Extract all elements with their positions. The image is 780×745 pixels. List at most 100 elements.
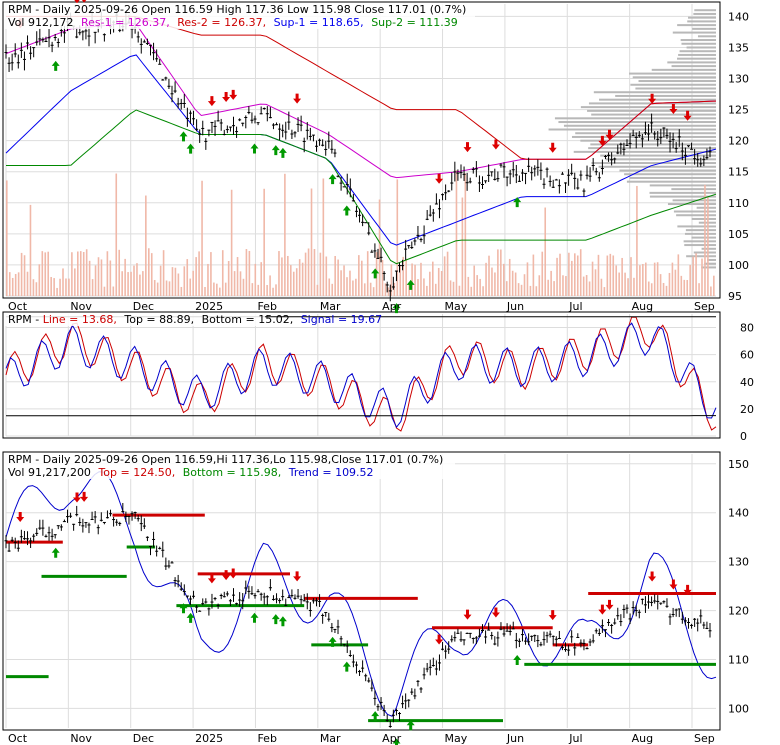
volume-bar (328, 278, 331, 296)
volume-profile-bar (599, 98, 716, 101)
volume-bar (372, 287, 375, 296)
volume-bar (32, 279, 35, 296)
volume-bar (79, 251, 82, 296)
volume-profile-bar (591, 162, 716, 165)
buy-arrow (51, 547, 60, 558)
buy-arrow (406, 279, 415, 290)
volume-bar (645, 262, 647, 296)
volume-profile-bar (563, 124, 716, 127)
volume-profile-bar (677, 57, 716, 60)
price-panel-frame (2, 1, 721, 299)
volume-bar (366, 251, 369, 296)
volume-bar (74, 268, 76, 296)
buy-arrow (186, 143, 195, 154)
price-x-label: Oct (8, 300, 28, 313)
volume-bar (538, 275, 541, 296)
stochastic-line-signal (5, 322, 717, 429)
volume-bar (180, 286, 183, 296)
volume-bars (6, 170, 715, 296)
volume-bar (278, 251, 280, 296)
sell-arrow (74, 0, 80, 4)
volume-bar (630, 257, 632, 296)
sell-arrow (648, 571, 657, 582)
volume-bar (668, 272, 671, 296)
volume-profile-bar (651, 68, 716, 71)
volume-bar (562, 275, 564, 296)
volume-bar (112, 286, 115, 296)
volume-bar (91, 279, 94, 296)
stochastic-y-tick-label: 20 (740, 403, 754, 416)
sell-arrow (491, 607, 500, 618)
volume-profile-bar (629, 72, 716, 75)
volume-bar (363, 283, 366, 296)
volume-bar (85, 249, 88, 296)
volume-bar (307, 248, 310, 296)
trend-y-tick-label: 110 (728, 654, 749, 667)
trend-y-tick-label: 140 (728, 507, 749, 520)
volume-bar (94, 265, 97, 296)
stochastic-y-ticks: 80 60 40 20 0 (740, 322, 754, 443)
price-legend-symbol: RPM - Daily 2025-09-26 Open 116.59 High … (8, 3, 466, 16)
volume-bar (29, 204, 32, 296)
sell-arrow (548, 610, 557, 621)
volume-bar (263, 188, 265, 296)
volume-profile-bar (591, 113, 716, 116)
volume-profile-bar (677, 225, 716, 228)
volume-bar (532, 254, 535, 296)
sell-arrow (16, 512, 25, 523)
volume-bar (414, 264, 416, 296)
volume-bar (591, 261, 594, 296)
volume-bar (464, 173, 467, 296)
volume-bar (177, 273, 180, 296)
volume-bar (239, 271, 242, 296)
trend-y-tick-label: 150 (728, 458, 749, 471)
volume-bar (47, 251, 50, 296)
volume-bar (384, 283, 387, 296)
trend-signal-arrows (16, 491, 692, 745)
trend-x-label: Jun (506, 732, 524, 745)
volume-bar (20, 252, 23, 296)
volume-bar (295, 268, 298, 296)
volume-profile-bar (697, 35, 716, 38)
stochastic-legend: RPM - Line = 13.68, Top = 88.89, Bottom … (8, 313, 382, 326)
buy-arrow (392, 738, 401, 745)
volume-bar (582, 276, 585, 296)
price-x-label: Sep (694, 300, 715, 313)
stochastic-y-tick-label: 80 (740, 322, 754, 335)
volume-bar (494, 272, 496, 296)
volume-profile-bar (629, 176, 716, 179)
volume-bar (434, 283, 437, 296)
price-x-label: Mar (320, 300, 341, 313)
volume-bar (443, 256, 446, 296)
volume-bar (449, 280, 452, 296)
volume-bar (14, 273, 17, 296)
volume-bar (381, 260, 384, 296)
volume-bar (556, 257, 558, 296)
volume-bar (198, 251, 200, 296)
volume-bar (168, 281, 171, 296)
volume-bar (633, 277, 635, 296)
volume-bar (437, 267, 440, 296)
volume-bar (230, 189, 233, 296)
volume-bar (148, 248, 150, 296)
volume-bar (701, 258, 703, 296)
volume-profile-bar (680, 39, 716, 42)
price-y-tick-label: 135 (728, 41, 749, 54)
volume-bar (653, 262, 656, 296)
price-x-label: Apr (382, 300, 402, 313)
trend-x-label: Jul (568, 732, 582, 745)
volume-bar (227, 261, 230, 296)
volume-profile-bar (649, 195, 716, 198)
buy-arrow (406, 720, 415, 731)
buy-arrow (271, 614, 280, 625)
volume-bar (393, 282, 396, 296)
volume-bar (618, 272, 620, 296)
buy-arrow (392, 303, 401, 314)
volume-bar (118, 249, 121, 296)
price-y-tick-label: 140 (728, 10, 749, 23)
sell-arrow (222, 570, 231, 581)
volume-bar (233, 271, 236, 296)
volume-bar (174, 267, 177, 296)
buy-arrow (371, 711, 380, 722)
trend-x-label: Sep (694, 732, 715, 745)
